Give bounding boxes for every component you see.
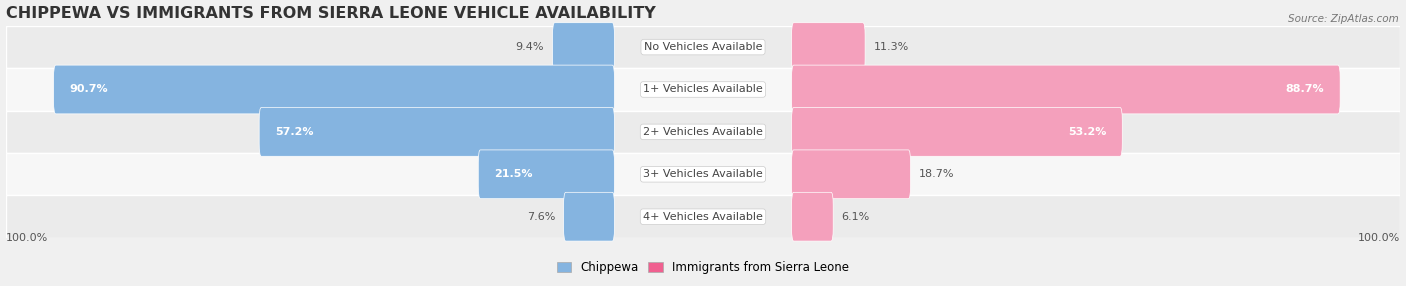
Bar [6, 68, 1400, 111]
Bar [6, 111, 1400, 153]
Text: 100.0%: 100.0% [1358, 233, 1400, 243]
Text: CHIPPEWA VS IMMIGRANTS FROM SIERRA LEONE VEHICLE AVAILABILITY: CHIPPEWA VS IMMIGRANTS FROM SIERRA LEONE… [6, 5, 655, 21]
FancyBboxPatch shape [53, 65, 614, 114]
Text: 2+ Vehicles Available: 2+ Vehicles Available [643, 127, 763, 137]
Text: No Vehicles Available: No Vehicles Available [644, 42, 762, 52]
Text: 57.2%: 57.2% [276, 127, 314, 137]
Text: Source: ZipAtlas.com: Source: ZipAtlas.com [1288, 14, 1399, 24]
Text: 88.7%: 88.7% [1285, 84, 1324, 94]
Text: 18.7%: 18.7% [920, 169, 955, 179]
Bar [6, 153, 1400, 196]
Text: 9.4%: 9.4% [516, 42, 544, 52]
Text: 90.7%: 90.7% [70, 84, 108, 94]
Legend: Chippewa, Immigrants from Sierra Leone: Chippewa, Immigrants from Sierra Leone [553, 256, 853, 279]
Text: 1+ Vehicles Available: 1+ Vehicles Available [643, 84, 763, 94]
FancyBboxPatch shape [478, 150, 614, 199]
FancyBboxPatch shape [792, 150, 911, 199]
Bar [6, 26, 1400, 68]
Bar [6, 196, 1400, 238]
FancyBboxPatch shape [792, 108, 1122, 156]
Text: 6.1%: 6.1% [842, 212, 870, 222]
FancyBboxPatch shape [564, 192, 614, 241]
Text: 3+ Vehicles Available: 3+ Vehicles Available [643, 169, 763, 179]
Text: 11.3%: 11.3% [873, 42, 908, 52]
Text: 53.2%: 53.2% [1069, 127, 1107, 137]
FancyBboxPatch shape [553, 23, 614, 72]
Text: 100.0%: 100.0% [6, 233, 48, 243]
Text: 21.5%: 21.5% [495, 169, 533, 179]
FancyBboxPatch shape [792, 192, 834, 241]
FancyBboxPatch shape [259, 108, 614, 156]
Text: 7.6%: 7.6% [527, 212, 555, 222]
FancyBboxPatch shape [792, 23, 865, 72]
Text: 4+ Vehicles Available: 4+ Vehicles Available [643, 212, 763, 222]
FancyBboxPatch shape [792, 65, 1340, 114]
